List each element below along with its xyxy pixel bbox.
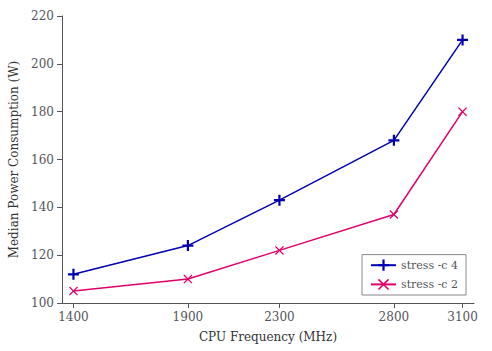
svg-text:2800: 2800 <box>379 310 410 324</box>
svg-text:2300: 2300 <box>264 310 295 324</box>
svg-text:stress -c 2: stress -c 2 <box>401 278 458 291</box>
svg-text:220: 220 <box>31 9 54 23</box>
svg-text:stress -c 4: stress -c 4 <box>401 259 458 272</box>
svg-text:100: 100 <box>31 296 54 310</box>
svg-text:160: 160 <box>31 153 54 167</box>
svg-text:1900: 1900 <box>173 310 204 324</box>
svg-text:Median Power Consumption (W): Median Power Consumption (W) <box>7 61 21 259</box>
svg-text:140: 140 <box>31 200 54 214</box>
svg-text:1400: 1400 <box>58 310 89 324</box>
svg-text:200: 200 <box>31 57 54 71</box>
svg-text:120: 120 <box>31 248 54 262</box>
svg-text:CPU Frequency (MHz): CPU Frequency (MHz) <box>199 330 337 344</box>
svg-text:180: 180 <box>31 105 54 119</box>
svg-text:3100: 3100 <box>447 310 478 324</box>
